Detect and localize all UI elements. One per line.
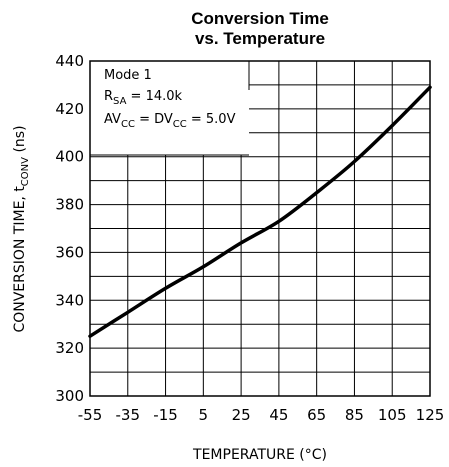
y-tick-label: 320 [55, 339, 84, 357]
legend-mode: Mode 1 [104, 68, 152, 83]
y-tick-label: 440 [55, 52, 84, 70]
y-tick-label: 340 [55, 291, 84, 309]
plot-frame [89, 60, 431, 397]
x-tick-label: 5 [199, 406, 209, 424]
y-tick-label: 400 [55, 148, 84, 166]
y-tick-label: 420 [55, 100, 84, 118]
x-tick-label: 65 [307, 406, 326, 424]
x-tick-label: -35 [116, 406, 141, 424]
legend-resistance: RSA = 14.0k [104, 89, 183, 107]
chart-title-line2: vs. Temperature [195, 29, 325, 48]
y-tick-label: 360 [55, 243, 84, 261]
legend-supply: AVCC = DVCC = 5.0V [104, 112, 236, 130]
x-tick-label: -55 [78, 406, 103, 424]
x-tick-label: 25 [232, 406, 251, 424]
x-axis-label: TEMPERATURE (°C) [192, 447, 327, 463]
y-tick-label: 380 [55, 196, 84, 214]
tick-labels: -55 -35 -15 5 25 45 65 85 105 125 300 320 340 360 380 4… [55, 52, 444, 424]
legend-box [90, 61, 249, 155]
chart-title-line1: Conversion Time [191, 9, 329, 28]
series-line-conversion-time [88, 85, 432, 338]
x-tick-label: -15 [153, 406, 178, 424]
x-tick-label: 45 [269, 406, 288, 424]
y-tick-label: 300 [55, 387, 84, 405]
x-tick-label: 105 [378, 406, 407, 424]
x-tick-label: 85 [345, 406, 364, 424]
x-tick-label: 125 [416, 406, 445, 424]
y-axis-label: CONVERSION TIME, tCONV (ns) [12, 125, 31, 332]
